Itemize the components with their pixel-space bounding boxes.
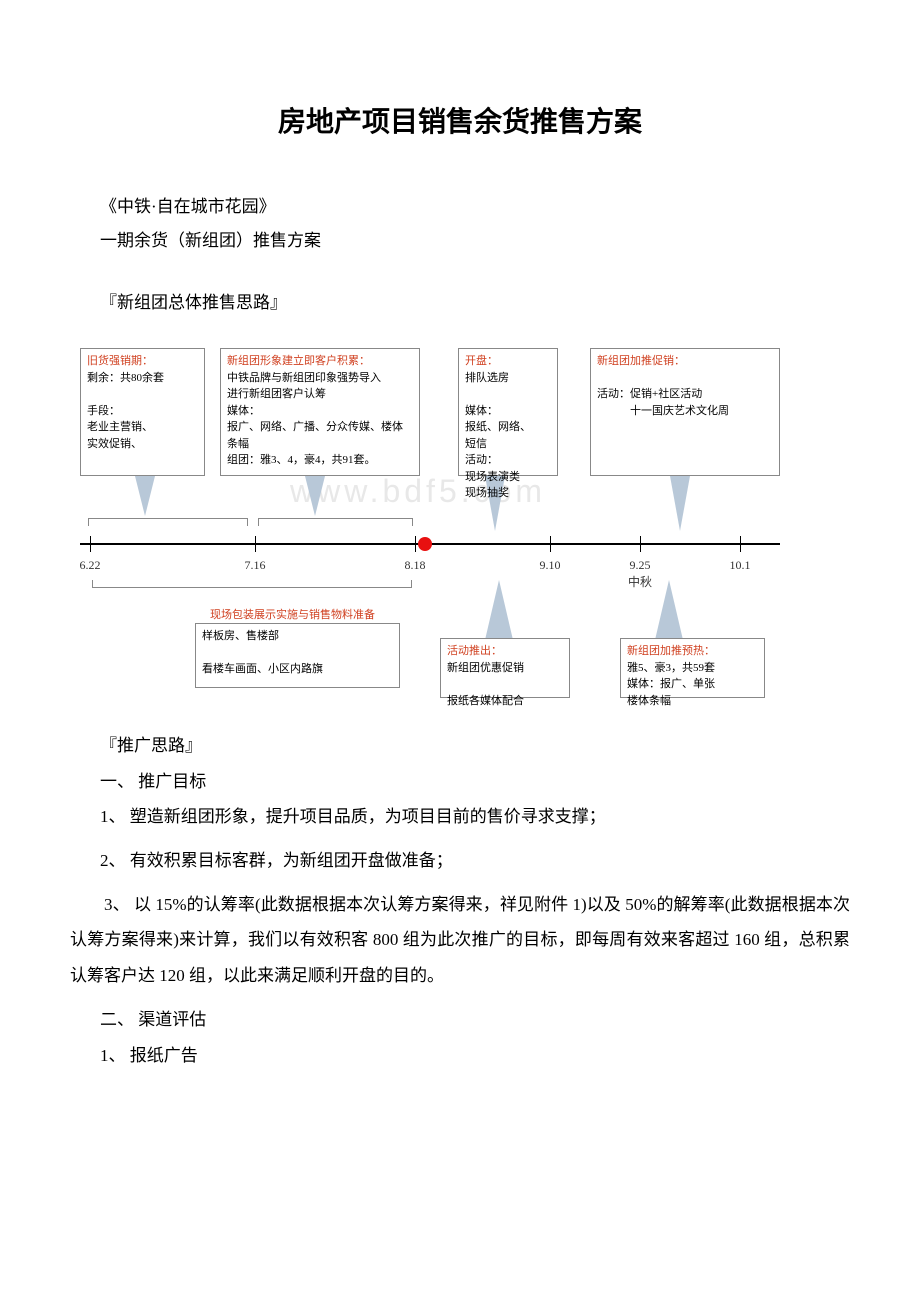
callout-head: 新组团加推促销： [597,353,773,370]
timeline-tick [550,536,551,552]
timeline-diagram: www.bdf5.com 旧货强销期： 剩余：共80余套 手段： 老业主营销、 … [80,348,840,708]
timeline-tick [415,536,416,552]
callout-tail [485,580,513,640]
callout-tail [305,476,325,516]
callout-body: 排队选房 媒体： 报纸、网络、 短信 活动： 现场表演类 现场抽奖 [465,370,551,502]
brace-top [88,518,248,526]
timeline-tick-label: 9.25 中秋 [628,558,652,590]
body-p4: 1、 报纸广告 [100,1038,850,1074]
callout-head: 新组团加推预热： [627,643,758,660]
body-p1: 1、 塑造新组团形象，提升项目品质，为项目目前的售价寻求支撑； [100,799,850,835]
section-2-label: 『推广思路』 [100,728,850,764]
callout-body: 雅5、豪3，共59套 媒体：报广、单张 楼体条幅 [627,660,758,710]
callout-onsite-prep: 样板房、售楼部 看楼车画面、小区内路旗 [195,623,400,688]
callout-body: 样板房、售楼部 看楼车画面、小区内路旗 [202,628,393,678]
page-title: 房地产项目销售余货推售方案 [70,100,850,140]
timeline-reddot [418,537,432,551]
section-1-label: 『新组团总体推售思路』 [100,286,850,320]
brace-bottom [92,580,412,588]
callout-tail [655,580,683,640]
callout-prep-label: 现场包装展示实施与销售物料准备 [210,606,375,622]
callout-image-build: 新组团形象建立即客户积累： 中铁品牌与新组团印象强势导入 进行新组团客户认筹 媒… [220,348,420,476]
callout-body: 新组团优惠促销 报纸各媒体配合 [447,660,563,710]
callout-promotion: 新组团加推促销： 活动：促销+社区活动 十一国庆艺术文化周 [590,348,780,476]
body-p2: 2、 有效积累目标客群，为新组团开盘做准备； [100,843,850,879]
heading-goals: 一、 推广目标 [100,764,850,800]
timeline-tick [90,536,91,552]
heading-channels: 二、 渠道评估 [100,1002,850,1038]
timeline-tick-label: 9.10 [540,558,561,573]
callout-body: 中铁品牌与新组团印象强势导入 进行新组团客户认筹 媒体： 报广、网络、广播、分众… [227,370,413,469]
callout-head: 开盘： [465,353,551,370]
timeline-tick [640,536,641,552]
callout-body: 活动：促销+社区活动 十一国庆艺术文化周 [597,370,773,420]
callout-activity-launch: 活动推出： 新组团优惠促销 报纸各媒体配合 [440,638,570,698]
timeline-tick-label: 6.22 [80,558,101,573]
timeline-tick-label: 7.16 [245,558,266,573]
body-p3: 3、 以 15%的认筹率(此数据根据本次认筹方案得来，祥见附件 1)以及 50%… [70,887,850,994]
timeline-tick [740,536,741,552]
callout-head: 活动推出： [447,643,563,660]
brace-top [258,518,413,526]
callout-tail [135,476,155,516]
timeline-tick-label: 10.1 [730,558,751,573]
intro-line-2: 一期余货（新组团）推售方案 [100,224,850,258]
callout-preheat: 新组团加推预热： 雅5、豪3，共59套 媒体：报广、单张 楼体条幅 [620,638,765,698]
timeline-tick-label: 8.18 [405,558,426,573]
callout-body: 剩余：共80余套 手段： 老业主营销、 实效促销、 [87,370,198,453]
intro-line-1: 《中铁·自在城市花园》 [100,190,850,224]
callout-head: 新组团形象建立即客户积累： [227,353,413,370]
callout-head: 旧货强销期： [87,353,198,370]
callout-old-stock: 旧货强销期： 剩余：共80余套 手段： 老业主营销、 实效促销、 [80,348,205,476]
callout-opening: 开盘： 排队选房 媒体： 报纸、网络、 短信 活动： 现场表演类 现场抽奖 [458,348,558,476]
timeline-tick [255,536,256,552]
callout-tail [670,476,690,531]
